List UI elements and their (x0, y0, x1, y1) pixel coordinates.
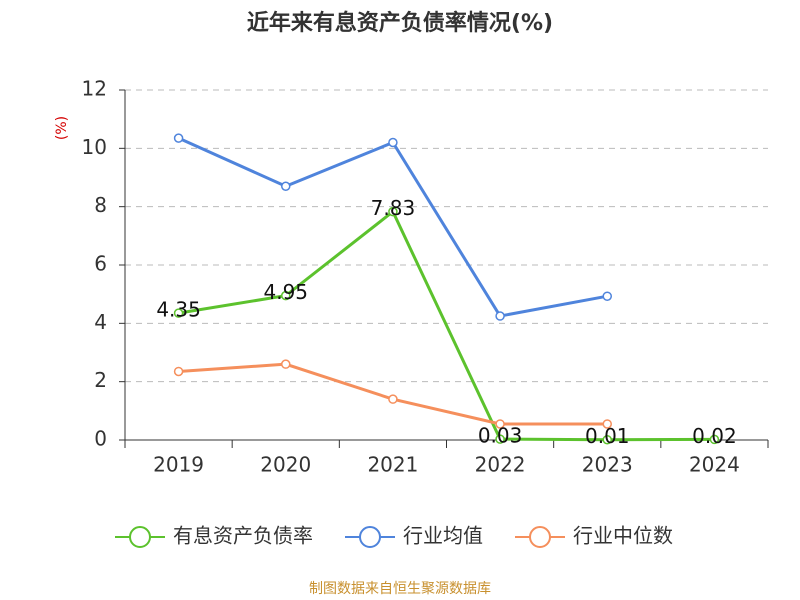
data-point (281, 359, 291, 369)
data-point (281, 181, 291, 191)
y-axis-label: (%) (54, 116, 70, 140)
legend-marker (529, 526, 551, 548)
y-tick-label: 2 (94, 368, 107, 392)
data-label: 0.02 (692, 424, 737, 448)
data-point (281, 290, 291, 301)
legend-label: 有息资产负债率 (173, 524, 313, 548)
data-label: 0.01 (585, 424, 630, 448)
data-point (602, 434, 612, 445)
legend-label: 行业中位数 (573, 524, 673, 548)
chart-title: 近年来有息资产负债率情况(%) (247, 10, 553, 36)
y-tick-label: 0 (94, 427, 107, 451)
series-line (178, 209, 715, 442)
data-point (173, 366, 184, 377)
x-tick-label: 2019 (153, 453, 204, 477)
data-point (602, 419, 612, 429)
x-tick-label: 2024 (689, 453, 740, 477)
legend-marker (359, 526, 381, 548)
data-label: 4.35 (156, 298, 201, 322)
data-label: 7.83 (371, 196, 416, 220)
x-tick-label: 2023 (582, 453, 633, 477)
series-line (177, 136, 608, 318)
y-tick-label: 10 (82, 135, 107, 159)
data-point (388, 394, 398, 404)
x-tick-label: 2020 (260, 453, 311, 477)
legend-marker (129, 526, 151, 548)
legend-label: 行业均值 (403, 524, 483, 548)
data-point (388, 206, 398, 217)
series-line (178, 362, 608, 426)
data-label: 0.03 (478, 424, 523, 448)
data-point (602, 291, 612, 301)
y-tick-label: 8 (94, 193, 107, 217)
data-point (495, 434, 505, 444)
data-point (388, 137, 398, 148)
source-note: 制图数据来自恒生聚源数据库 (309, 581, 491, 597)
data-point (495, 419, 505, 429)
data-point (495, 311, 505, 321)
data-point (173, 308, 184, 318)
data-point (709, 434, 720, 445)
x-tick-label: 2022 (475, 453, 526, 477)
x-tick-label: 2021 (367, 453, 418, 477)
y-tick-label: 6 (94, 252, 107, 276)
data-point (173, 133, 184, 143)
y-tick-label: 4 (94, 310, 107, 334)
data-label: 4.95 (263, 280, 308, 304)
y-tick-label: 12 (82, 77, 107, 101)
